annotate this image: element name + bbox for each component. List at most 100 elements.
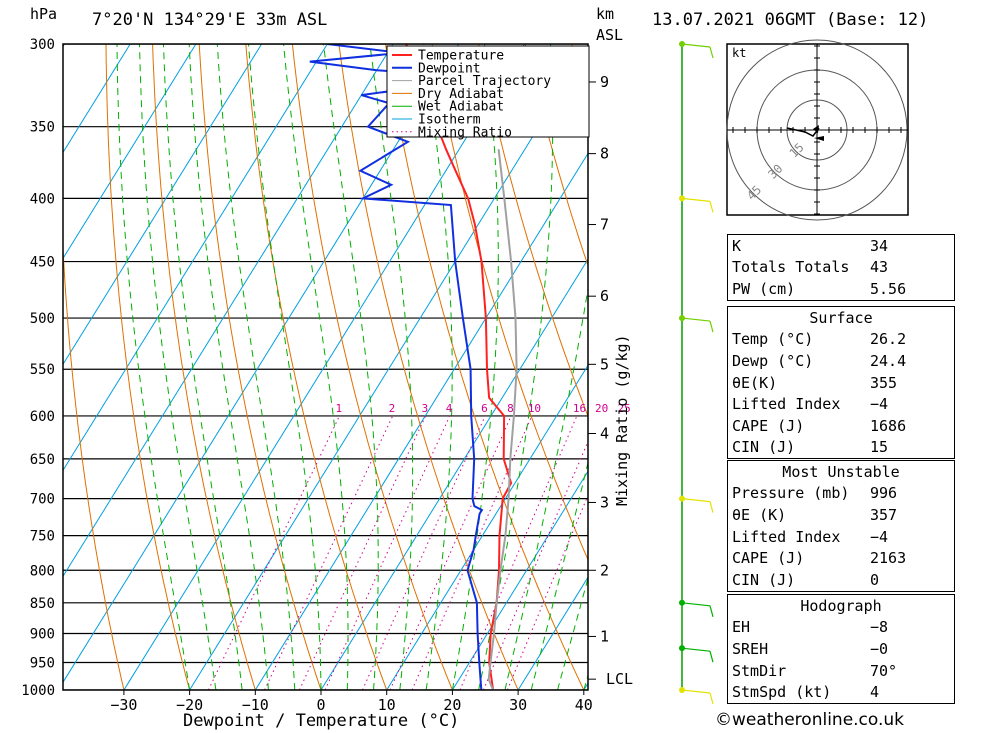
- table-key: CIN (J): [727, 568, 866, 592]
- table-value: 996: [866, 482, 955, 505]
- temp-tick-label: 10: [378, 696, 396, 714]
- datetime-title: 13.07.2021 06GMT (Base: 12): [652, 10, 929, 30]
- table-key: θE (K): [727, 504, 866, 526]
- pressure-tick-label: 750: [30, 529, 55, 545]
- wet-adiabat-line: [423, 44, 453, 690]
- pressure-unit-label: hPa: [30, 5, 58, 23]
- table-section-title-row: Surface: [727, 305, 955, 329]
- mixing-ratio-axis-label: Mixing Ratio (g/kg): [613, 334, 631, 506]
- table-key: Dewp (°C): [727, 350, 866, 372]
- pressure-tick-label: 850: [30, 596, 55, 612]
- wind-barb-flag: [709, 651, 714, 663]
- pressure-tick-label: 950: [30, 655, 55, 671]
- mixing-ratio-label: 8: [507, 402, 514, 415]
- wet-adiabat-line: [162, 44, 243, 690]
- table-row: Temp (°C) 26.2: [727, 328, 955, 351]
- pressure-tick-label: 800: [30, 563, 55, 579]
- table-key: CAPE (J): [727, 414, 866, 437]
- km-tick-label: 8: [600, 145, 609, 163]
- lcl-label: LCL: [606, 670, 633, 688]
- table-key: θE(K): [727, 371, 866, 394]
- table-row: K 34: [727, 233, 955, 257]
- dry-adiabat-line: [245, 44, 388, 690]
- table-row: θE (K) 357: [727, 504, 955, 526]
- legend-label: Temperature: [418, 49, 504, 64]
- isotherm-line: [63, 44, 263, 366]
- mixing-ratio-label: 2: [389, 402, 396, 415]
- wind-barb: [681, 602, 711, 607]
- table-row: CAPE (J) 1686: [727, 414, 955, 437]
- isotherm-line: [451, 470, 588, 690]
- x-axis-label: Dewpoint / Temperature (°C): [183, 711, 459, 731]
- wind-profile: [679, 41, 714, 705]
- table-section-title: Surface: [727, 305, 955, 329]
- legend-label: Isotherm: [418, 113, 481, 128]
- dry-adiabat-line: [385, 44, 585, 690]
- table-row: EH −8: [727, 616, 955, 639]
- height-unit-top: km: [596, 5, 615, 23]
- temp-tick-label: 20: [443, 696, 461, 714]
- table-value: 355: [866, 371, 955, 394]
- table-key: StmDir: [727, 659, 866, 682]
- wet-adiabat-line: [323, 44, 379, 690]
- hodograph-marker: [813, 125, 819, 133]
- isotherm-line: [254, 152, 588, 690]
- isotherm-line: [63, 44, 131, 154]
- table-value: 0: [866, 568, 955, 592]
- hodograph-unit: kt: [732, 46, 746, 60]
- wet-adiabat-line: [116, 44, 191, 690]
- table-value: 26.2: [866, 328, 955, 351]
- legend-label: Parcel Trajectory: [418, 74, 551, 89]
- legend-label: Dry Adiabat: [418, 87, 504, 102]
- dry-adiabat-line: [524, 44, 588, 267]
- km-tick-label: 6: [600, 287, 609, 305]
- isotherm-line: [63, 44, 460, 684]
- pressure-tick-label: 400: [30, 191, 55, 207]
- km-tick-label: 3: [600, 493, 609, 511]
- table-section-title-row: Hodograph: [727, 593, 955, 617]
- wind-barb: [681, 689, 711, 694]
- table-key: Pressure (mb): [727, 482, 866, 505]
- table-key: Totals Totals: [727, 256, 866, 279]
- table-key: StmSpd (kt): [727, 681, 866, 704]
- table-value: −4: [866, 525, 955, 548]
- parcel-trajectory-line: [487, 149, 518, 690]
- surface-table: Surface Temp (°C) 26.2 Dewp (°C) 24.4 θE(K) 35…: [727, 305, 955, 460]
- table-section-title-row: Most Unstable: [727, 459, 955, 483]
- mixing-ratio-label: 25: [617, 402, 630, 415]
- hodograph-trace: [786, 127, 820, 137]
- pressure-tick-label: 600: [30, 409, 55, 425]
- mixing-ratio-line: [208, 415, 340, 690]
- isotherm-line: [63, 44, 394, 578]
- temp-tick-label: −30: [110, 696, 137, 714]
- km-tick-label: 7: [600, 216, 609, 234]
- wet-adiabat-line: [369, 44, 414, 690]
- table-value: 357: [866, 504, 955, 526]
- wind-barb: [681, 317, 711, 322]
- isotherm-line: [386, 364, 588, 690]
- table-row: SREH −0: [727, 638, 955, 660]
- wind-barb-flag: [709, 201, 714, 213]
- isotherm-line: [320, 258, 588, 690]
- mixing-ratio-line: [506, 494, 588, 690]
- table-row: CIN (J) 15: [727, 436, 955, 460]
- mixing-ratio-label: 16: [573, 402, 586, 415]
- dry-adiabat-line: [991, 44, 1000, 690]
- isotherm-line: [123, 44, 525, 690]
- dewpoint-line: [309, 44, 484, 690]
- table-value: 2163: [866, 547, 955, 569]
- table-row: Lifted Index −4: [727, 393, 955, 415]
- isotherm-line: [189, 46, 588, 690]
- table-key: CIN (J): [727, 436, 866, 460]
- table-row: StmSpd (kt) 4: [727, 681, 955, 704]
- table-key: EH: [727, 616, 866, 639]
- wet-adiabat-line: [451, 44, 499, 690]
- temp-tick-label: 30: [509, 696, 527, 714]
- mixing-ratio-line: [389, 415, 512, 690]
- table-value: 24.4: [866, 350, 955, 372]
- mixing-ratio-line: [298, 415, 427, 690]
- hodograph-table: Hodograph EH −8 SREH −0 StmDir 70° StmSpd (kt) 4: [727, 593, 955, 704]
- pressure-tick-label: 700: [30, 492, 55, 508]
- temp-tick-label: 40: [575, 696, 593, 714]
- dry-adiabat-line: [152, 44, 256, 690]
